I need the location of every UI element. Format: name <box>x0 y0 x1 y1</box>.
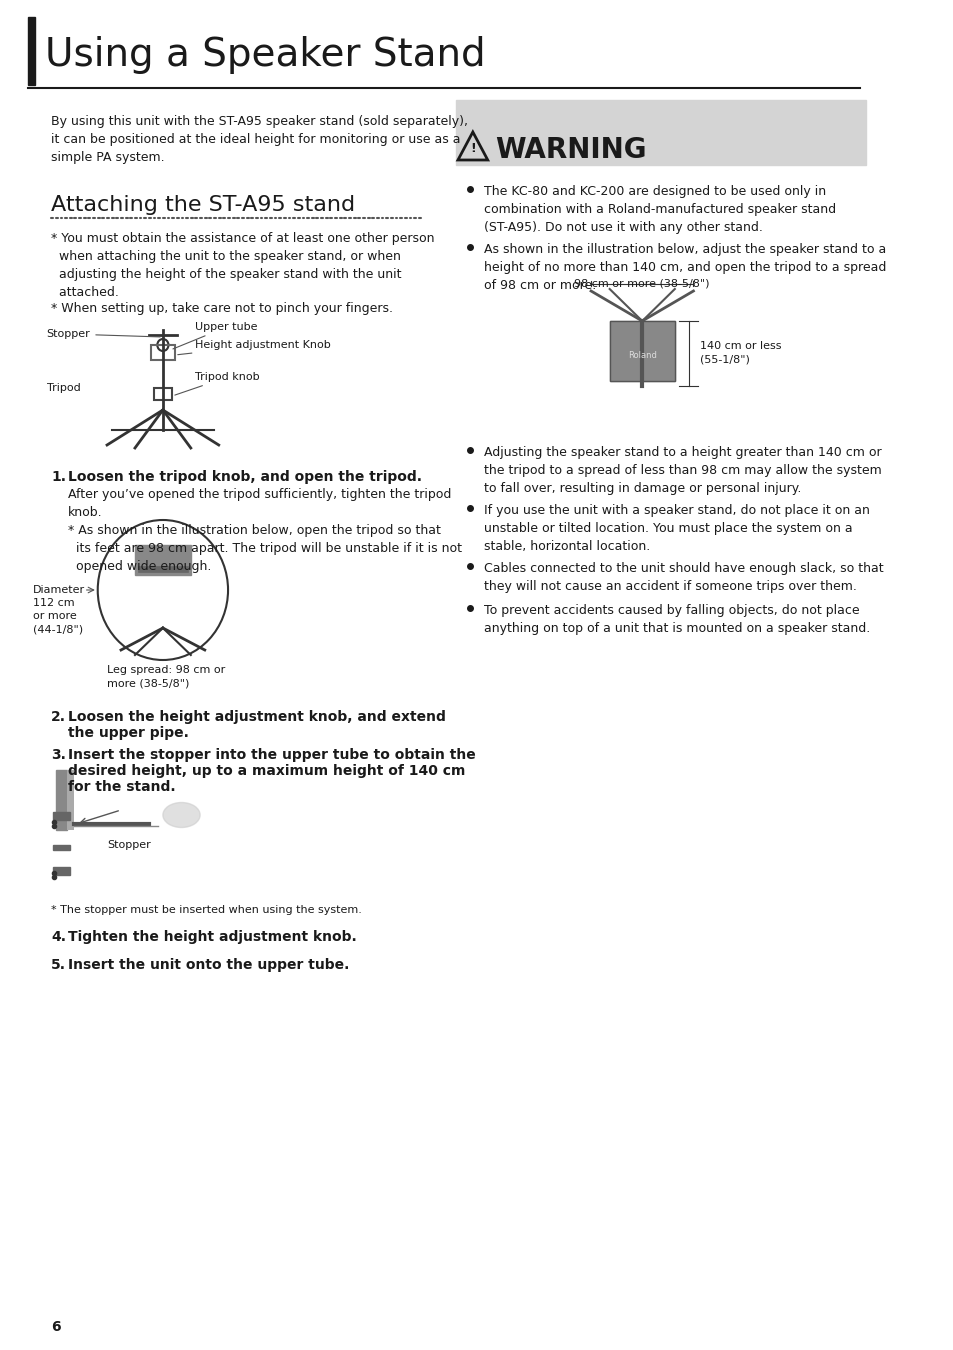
Bar <box>153 387 172 400</box>
Text: 1.: 1. <box>51 470 66 485</box>
Text: Loosen the tripod knob, and open the tripod.: Loosen the tripod knob, and open the tri… <box>68 470 421 485</box>
Bar <box>137 566 188 572</box>
Bar <box>609 321 674 381</box>
Text: As shown in the illustration below, adjust the speaker stand to a
height of no m: As shown in the illustration below, adju… <box>483 243 885 292</box>
Text: 3.: 3. <box>51 748 66 761</box>
Text: Using a Speaker Stand: Using a Speaker Stand <box>45 36 485 74</box>
Bar <box>56 769 67 830</box>
Text: Cables connected to the unit should have enough slack, so that
they will not cau: Cables connected to the unit should have… <box>483 562 882 593</box>
Text: Loosen the height adjustment knob, and extend
the upper pipe.: Loosen the height adjustment knob, and e… <box>68 710 445 740</box>
Bar <box>151 346 174 360</box>
Bar <box>53 845 70 850</box>
Text: * The stopper must be inserted when using the system.: * The stopper must be inserted when usin… <box>51 904 362 915</box>
Text: !: ! <box>470 142 476 154</box>
Text: To prevent accidents caused by falling objects, do not place
anything on top of : To prevent accidents caused by falling o… <box>483 603 869 634</box>
Text: Tripod: Tripod <box>47 383 80 393</box>
Text: Height adjustment Knob: Height adjustment Knob <box>177 340 331 355</box>
Text: Attaching the ST-A95 stand: Attaching the ST-A95 stand <box>51 194 355 215</box>
Text: By using this unit with the ST-A95 speaker stand (sold separately),
it can be po: By using this unit with the ST-A95 speak… <box>51 115 468 163</box>
Bar <box>609 321 674 381</box>
Text: * When setting up, take care not to pinch your fingers.: * When setting up, take care not to pinc… <box>51 302 393 315</box>
Text: Tighten the height adjustment knob.: Tighten the height adjustment knob. <box>68 930 356 944</box>
Text: 98 cm or more (38-5/8"): 98 cm or more (38-5/8") <box>574 279 709 289</box>
Text: After you’ve opened the tripod sufficiently, tighten the tripod
knob.
* As shown: After you’ve opened the tripod sufficien… <box>68 487 461 572</box>
Text: The KC-80 and KC-200 are designed to be used only in
combination with a Roland-m: The KC-80 and KC-200 are designed to be … <box>483 185 835 234</box>
Text: * You must obtain the assistance of at least one other person
  when attaching t: * You must obtain the assistance of at l… <box>51 232 435 298</box>
Bar <box>456 100 864 165</box>
Bar <box>53 867 70 875</box>
Text: Leg spread: 98 cm or
more (38-5/8"): Leg spread: 98 cm or more (38-5/8") <box>107 666 225 688</box>
Text: Tripod knob: Tripod knob <box>174 373 260 396</box>
Text: Insert the stopper into the upper tube to obtain the
desired height, up to a max: Insert the stopper into the upper tube t… <box>68 748 476 794</box>
Text: 140 cm or less
(55-1/8"): 140 cm or less (55-1/8") <box>700 342 781 365</box>
Text: 4.: 4. <box>51 930 66 944</box>
Text: 6: 6 <box>51 1320 61 1334</box>
Bar <box>67 769 74 830</box>
Text: Diameter
112 cm
or more
(44-1/8"): Diameter 112 cm or more (44-1/8") <box>32 585 85 634</box>
Text: Roland: Roland <box>627 351 656 360</box>
Text: Stopper: Stopper <box>107 840 151 850</box>
Bar <box>28 18 35 85</box>
Text: 2.: 2. <box>51 710 66 724</box>
Ellipse shape <box>163 802 200 828</box>
Text: WARNING: WARNING <box>495 136 646 163</box>
Text: Upper tube: Upper tube <box>172 323 257 348</box>
Text: If you use the unit with a speaker stand, do not place it on an
unstable or tilt: If you use the unit with a speaker stand… <box>483 504 869 554</box>
Text: Insert the unit onto the upper tube.: Insert the unit onto the upper tube. <box>68 958 349 972</box>
Text: 5.: 5. <box>51 958 66 972</box>
Bar <box>53 811 70 819</box>
Text: Adjusting the speaker stand to a height greater than 140 cm or
the tripod to a s: Adjusting the speaker stand to a height … <box>483 446 881 495</box>
Bar <box>134 545 191 575</box>
Text: Stopper: Stopper <box>47 329 160 339</box>
